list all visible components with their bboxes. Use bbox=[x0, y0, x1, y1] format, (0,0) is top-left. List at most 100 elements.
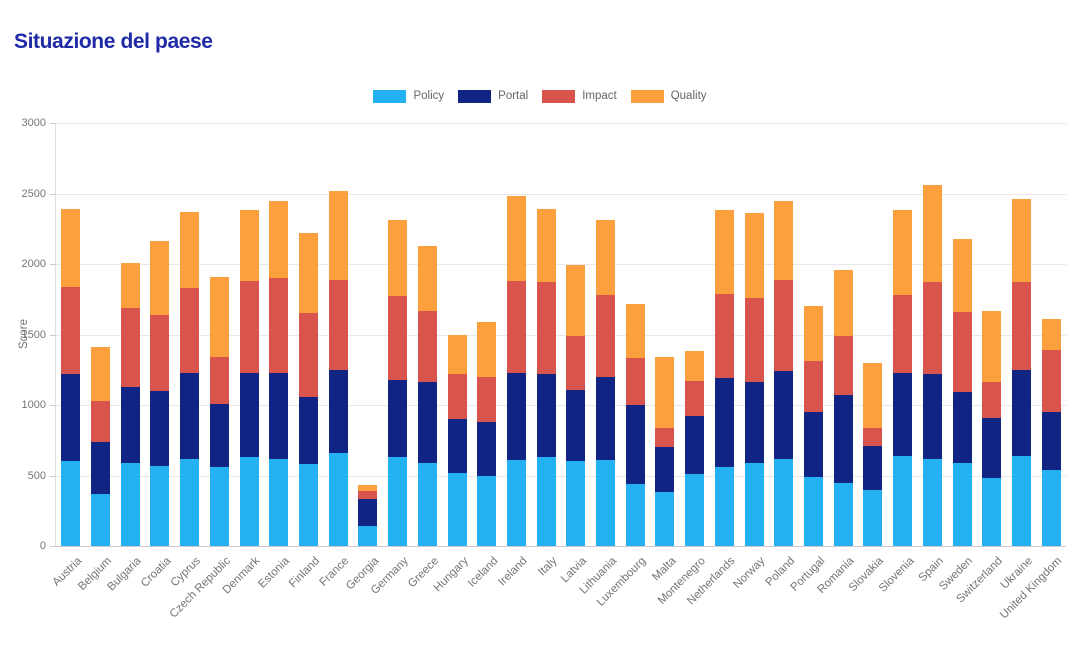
bar-segment-impact[interactable] bbox=[685, 381, 705, 417]
bar-segment-impact[interactable] bbox=[952, 311, 972, 393]
bar-segment-quality[interactable] bbox=[922, 185, 942, 283]
bar-segment-impact[interactable] bbox=[922, 282, 942, 374]
bar-segment-impact[interactable] bbox=[1041, 350, 1061, 413]
legend-item-portal[interactable]: Portal bbox=[458, 90, 528, 103]
bar-segment-portal[interactable] bbox=[596, 376, 616, 460]
bar-segment-impact[interactable] bbox=[506, 280, 526, 373]
bar-segment-portal[interactable] bbox=[150, 390, 170, 466]
bar-segment-quality[interactable] bbox=[596, 220, 616, 296]
bar-segment-impact[interactable] bbox=[596, 295, 616, 377]
bar-segment-portal[interactable] bbox=[863, 445, 883, 490]
bar-segment-impact[interactable] bbox=[833, 335, 853, 396]
bar-segment-impact[interactable] bbox=[150, 314, 170, 391]
bar-segment-quality[interactable] bbox=[774, 200, 794, 280]
bar-segment-impact[interactable] bbox=[120, 307, 140, 387]
bar-segment-policy[interactable] bbox=[893, 455, 913, 546]
bar-segment-portal[interactable] bbox=[506, 372, 526, 460]
bar-segment-policy[interactable] bbox=[358, 526, 378, 546]
bar-segment-portal[interactable] bbox=[209, 403, 229, 468]
bar-segment-policy[interactable] bbox=[120, 462, 140, 546]
bar-segment-impact[interactable] bbox=[1011, 282, 1031, 370]
bar-segment-portal[interactable] bbox=[477, 421, 497, 476]
bar-segment-portal[interactable] bbox=[952, 392, 972, 463]
bar-segment-policy[interactable] bbox=[1011, 455, 1031, 546]
bar-segment-policy[interactable] bbox=[863, 489, 883, 546]
bar-segment-quality[interactable] bbox=[506, 196, 526, 281]
bar-segment-quality[interactable] bbox=[744, 213, 764, 298]
bar-segment-impact[interactable] bbox=[358, 491, 378, 500]
bar-segment-policy[interactable] bbox=[506, 460, 526, 546]
bar-segment-portal[interactable] bbox=[744, 382, 764, 463]
bar-segment-policy[interactable] bbox=[833, 482, 853, 546]
bar-segment-impact[interactable] bbox=[982, 382, 1002, 418]
bar-segment-policy[interactable] bbox=[150, 465, 170, 546]
bar-segment-portal[interactable] bbox=[685, 416, 705, 475]
bar-segment-impact[interactable] bbox=[447, 374, 467, 420]
bar-segment-impact[interactable] bbox=[804, 361, 823, 413]
bar-segment-policy[interactable] bbox=[566, 461, 586, 546]
bar-segment-impact[interactable] bbox=[714, 293, 734, 379]
bar-segment-impact[interactable] bbox=[655, 427, 675, 448]
bar-segment-quality[interactable] bbox=[714, 210, 734, 294]
legend-item-impact[interactable]: Impact bbox=[542, 90, 617, 103]
bar-segment-policy[interactable] bbox=[328, 452, 348, 546]
bar-segment-impact[interactable] bbox=[180, 287, 200, 373]
bar-segment-portal[interactable] bbox=[893, 372, 913, 456]
bar-segment-policy[interactable] bbox=[982, 478, 1002, 546]
bar-segment-portal[interactable] bbox=[804, 412, 823, 477]
bar-segment-quality[interactable] bbox=[982, 310, 1002, 383]
bar-segment-portal[interactable] bbox=[358, 499, 378, 527]
legend-item-policy[interactable]: Policy bbox=[373, 90, 444, 103]
bar-segment-portal[interactable] bbox=[239, 372, 259, 458]
bar-segment-policy[interactable] bbox=[269, 458, 289, 546]
bar-segment-portal[interactable] bbox=[417, 382, 437, 463]
bar-segment-impact[interactable] bbox=[61, 286, 81, 374]
bar-segment-portal[interactable] bbox=[714, 378, 734, 468]
bar-segment-policy[interactable] bbox=[536, 457, 556, 546]
bar-segment-quality[interactable] bbox=[833, 269, 853, 336]
legend-item-quality[interactable]: Quality bbox=[630, 90, 707, 103]
bar-segment-quality[interactable] bbox=[388, 220, 408, 297]
bar-segment-policy[interactable] bbox=[922, 458, 942, 546]
bar-segment-policy[interactable] bbox=[447, 472, 467, 546]
bar-segment-impact[interactable] bbox=[536, 282, 556, 374]
bar-segment-quality[interactable] bbox=[685, 351, 705, 382]
bar-segment-portal[interactable] bbox=[120, 386, 140, 463]
bar-segment-quality[interactable] bbox=[209, 276, 229, 358]
bar-segment-impact[interactable] bbox=[774, 279, 794, 372]
bar-segment-policy[interactable] bbox=[744, 462, 764, 546]
bar-segment-impact[interactable] bbox=[209, 357, 229, 404]
bar-segment-portal[interactable] bbox=[180, 372, 200, 459]
bar-segment-portal[interactable] bbox=[655, 447, 675, 493]
bar-segment-quality[interactable] bbox=[328, 190, 348, 280]
bar-segment-impact[interactable] bbox=[566, 335, 586, 390]
bar-segment-impact[interactable] bbox=[863, 427, 883, 446]
bar-segment-portal[interactable] bbox=[566, 389, 586, 462]
bar-segment-quality[interactable] bbox=[1011, 199, 1031, 283]
bar-segment-portal[interactable] bbox=[536, 373, 556, 458]
bar-segment-portal[interactable] bbox=[91, 441, 111, 494]
bar-segment-policy[interactable] bbox=[774, 458, 794, 546]
bar-segment-portal[interactable] bbox=[1011, 369, 1031, 456]
bar-segment-impact[interactable] bbox=[417, 310, 437, 383]
bar-segment-portal[interactable] bbox=[388, 379, 408, 458]
bar-segment-quality[interactable] bbox=[91, 347, 111, 401]
bar-segment-impact[interactable] bbox=[744, 297, 764, 383]
bar-segment-portal[interactable] bbox=[982, 417, 1002, 479]
bar-segment-quality[interactable] bbox=[150, 241, 170, 315]
bar-segment-quality[interactable] bbox=[952, 238, 972, 312]
bar-segment-portal[interactable] bbox=[61, 374, 81, 462]
bar-segment-policy[interactable] bbox=[804, 476, 823, 546]
bar-segment-policy[interactable] bbox=[685, 474, 705, 546]
bar-segment-portal[interactable] bbox=[625, 405, 645, 484]
bar-segment-quality[interactable] bbox=[1041, 319, 1061, 351]
bar-segment-policy[interactable] bbox=[714, 467, 734, 546]
bar-segment-quality[interactable] bbox=[417, 245, 437, 311]
bar-segment-policy[interactable] bbox=[596, 460, 616, 546]
bar-segment-quality[interactable] bbox=[61, 209, 81, 287]
bar-segment-impact[interactable] bbox=[269, 278, 289, 373]
bar-segment-policy[interactable] bbox=[388, 457, 408, 546]
bar-segment-impact[interactable] bbox=[299, 313, 318, 397]
bar-segment-portal[interactable] bbox=[1041, 412, 1061, 470]
bar-segment-quality[interactable] bbox=[655, 357, 675, 428]
